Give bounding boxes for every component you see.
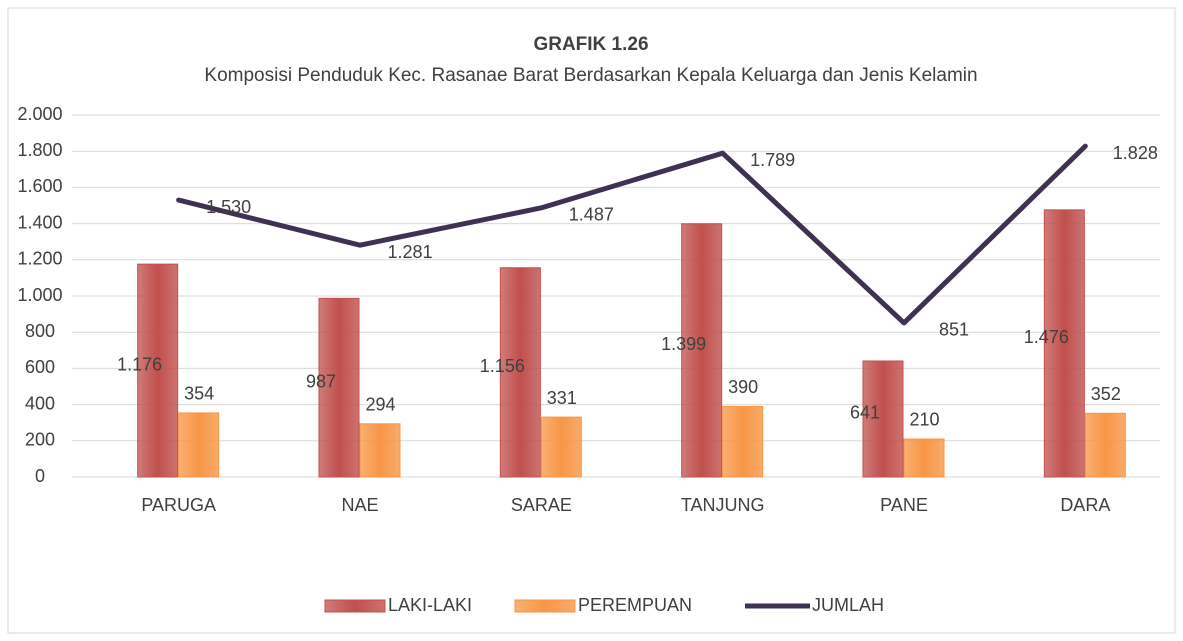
data-label: 1.487 [569,205,614,225]
chart-frame [7,7,1176,634]
chart-subtitle: Komposisi Penduduk Kec. Rasanae Barat Be… [204,65,977,86]
legend-label: JUMLAH [812,595,884,615]
legend-label: LAKI-LAKI [388,595,472,615]
data-label: 210 [909,410,939,430]
y-tick-label: 0 [35,466,45,486]
bar [722,405,764,478]
bar [318,297,360,478]
data-label: 987 [306,371,336,391]
data-label: 1.399 [661,334,706,354]
x-tick-label: SARAE [511,495,572,515]
bar [137,263,179,478]
y-tick-label: 1.600 [17,176,62,196]
bar [178,412,220,478]
data-label: 851 [939,320,969,340]
y-tick-label: 1.800 [17,140,62,160]
data-label: 352 [1091,384,1121,404]
x-tick-label: TANJUNG [681,495,765,515]
y-tick-label: 800 [25,321,55,341]
y-tick-label: 400 [25,393,55,413]
legend-swatch [514,599,576,613]
data-label: 1.789 [750,150,795,170]
bar [540,416,582,478]
chart-title: GRAFIK 1.26 [533,34,648,55]
bar [903,438,945,478]
data-label: 641 [850,403,880,423]
data-label: 1.828 [1113,143,1158,163]
line [176,143,1088,326]
bar [1084,412,1126,478]
legend-label: PEREMPUAN [578,595,692,615]
y-tick-label: 1.200 [17,249,62,269]
bar [681,223,723,478]
data-label: 1.176 [117,354,162,374]
y-tick-label: 2.000 [17,104,62,124]
data-label: 1.281 [387,242,432,262]
data-label: 354 [184,384,214,404]
data-label: 331 [547,388,577,408]
bar [499,267,541,478]
data-label: 1.476 [1024,327,1069,347]
y-tick-label: 200 [25,430,55,450]
data-label: 390 [728,377,758,397]
bar [1043,209,1085,478]
y-tick-label: 1.400 [17,212,62,232]
data-label: 1.156 [480,356,525,376]
data-label: 294 [365,395,395,415]
data-label: 1.530 [206,197,251,217]
x-tick-label: NAE [341,495,378,515]
x-tick-label: PARUGA [141,495,216,515]
x-tick-label: PANE [880,495,928,515]
bar [359,423,401,478]
bar [862,360,904,478]
y-tick-label: 1.000 [17,285,62,305]
legend-swatch [324,599,386,613]
x-tick-label: DARA [1060,495,1110,515]
y-tick-label: 600 [25,357,55,377]
